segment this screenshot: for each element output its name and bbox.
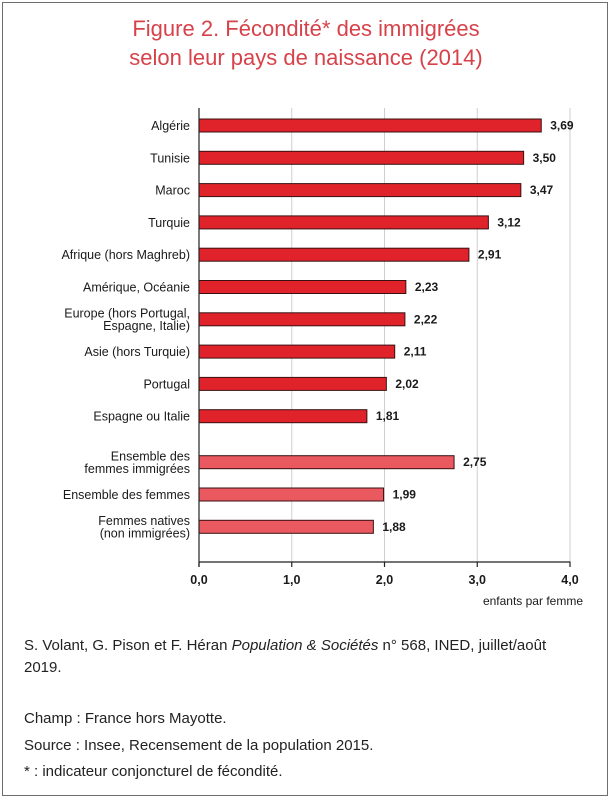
- category-label: Europe (hors Portugal,: [64, 307, 190, 321]
- x-tick-label: 3,0: [469, 573, 486, 587]
- bar: [198, 376, 387, 391]
- bar-value-label: 1,81: [376, 409, 400, 423]
- citation: S. Volant, G. Pison et F. Héran Populati…: [24, 635, 584, 679]
- bar-value-label: 3,12: [497, 215, 521, 229]
- category-label: Ensemble des femmes: [63, 488, 190, 502]
- bar-value-label: 2,22: [414, 312, 438, 326]
- bar-value-label: 1,99: [393, 488, 417, 502]
- bar: [198, 519, 374, 534]
- chart-title-line-2: selon leur pays de naissance (2014): [129, 45, 483, 70]
- category-label: (non immigrées): [100, 527, 190, 541]
- bar: [198, 183, 522, 198]
- bar-value-label: 2,75: [463, 455, 487, 469]
- footnote: * : indicateur conjoncturel de fécondité…: [24, 763, 283, 780]
- x-tick-label: 1,0: [283, 573, 300, 587]
- citation-journal: Population & Sociétés: [231, 637, 379, 654]
- category-label: Portugal: [143, 377, 190, 391]
- category-label: Ensemble des: [111, 449, 190, 463]
- source-note: Source : Insee, Recensement de la popula…: [24, 737, 374, 754]
- category-label: Espagne ou Italie: [93, 410, 190, 424]
- bar-value-label: 3,69: [550, 119, 574, 133]
- chart-title-line-1: Figure 2. Fécondité* des immigrées: [132, 16, 480, 41]
- bar: [198, 215, 489, 230]
- bar-value-label: 2,02: [395, 377, 419, 391]
- bar: [198, 150, 525, 165]
- bar-value-label: 3,50: [533, 151, 557, 165]
- category-label: Algérie: [151, 119, 190, 133]
- category-label: Afrique (hors Maghreb): [61, 248, 190, 262]
- champ-note: Champ : France hors Mayotte.: [24, 710, 227, 727]
- bar: [198, 247, 470, 262]
- bar-chart: 3,69 Algérie 3,50 Tunisie 3,47 Maroc 3,12 Turqu…: [61, 108, 583, 608]
- bar: [198, 118, 542, 133]
- bar: [198, 455, 455, 470]
- category-label: Turquie: [148, 216, 190, 230]
- category-label: Espagne, Italie): [103, 319, 190, 333]
- citation-authors: S. Volant, G. Pison et F. Héran: [24, 637, 232, 654]
- bar: [198, 280, 407, 294]
- category-label: Femmes natives: [98, 514, 190, 528]
- bar-value-label: 2,11: [404, 345, 427, 359]
- bar-value-label: 2,91: [478, 248, 502, 262]
- category-label: femmes immigrées: [84, 462, 190, 476]
- category-label: Asie (hors Turquie): [84, 345, 190, 359]
- category-label: Tunisie: [150, 151, 190, 165]
- bar-value-label: 3,47: [530, 183, 554, 197]
- x-tick-label: 0,0: [190, 573, 207, 587]
- bar: [198, 312, 406, 327]
- chart-title: Figure 2. Fécondité* des immigrées selon…: [0, 14, 612, 72]
- category-label: Maroc: [155, 184, 190, 198]
- citation-details: n° 568, INED, juillet/août 2019.: [24, 637, 547, 676]
- x-tick-label: 2,0: [376, 573, 393, 587]
- bar: [198, 487, 385, 502]
- bar: [198, 344, 396, 359]
- bar-value-label: 2,23: [415, 280, 439, 294]
- bar-value-label: 1,88: [382, 520, 406, 534]
- category-label: Amérique, Océanie: [83, 281, 190, 295]
- x-axis-label: enfants par femme: [483, 594, 583, 608]
- bar: [198, 409, 368, 424]
- x-tick-label: 4,0: [561, 573, 578, 587]
